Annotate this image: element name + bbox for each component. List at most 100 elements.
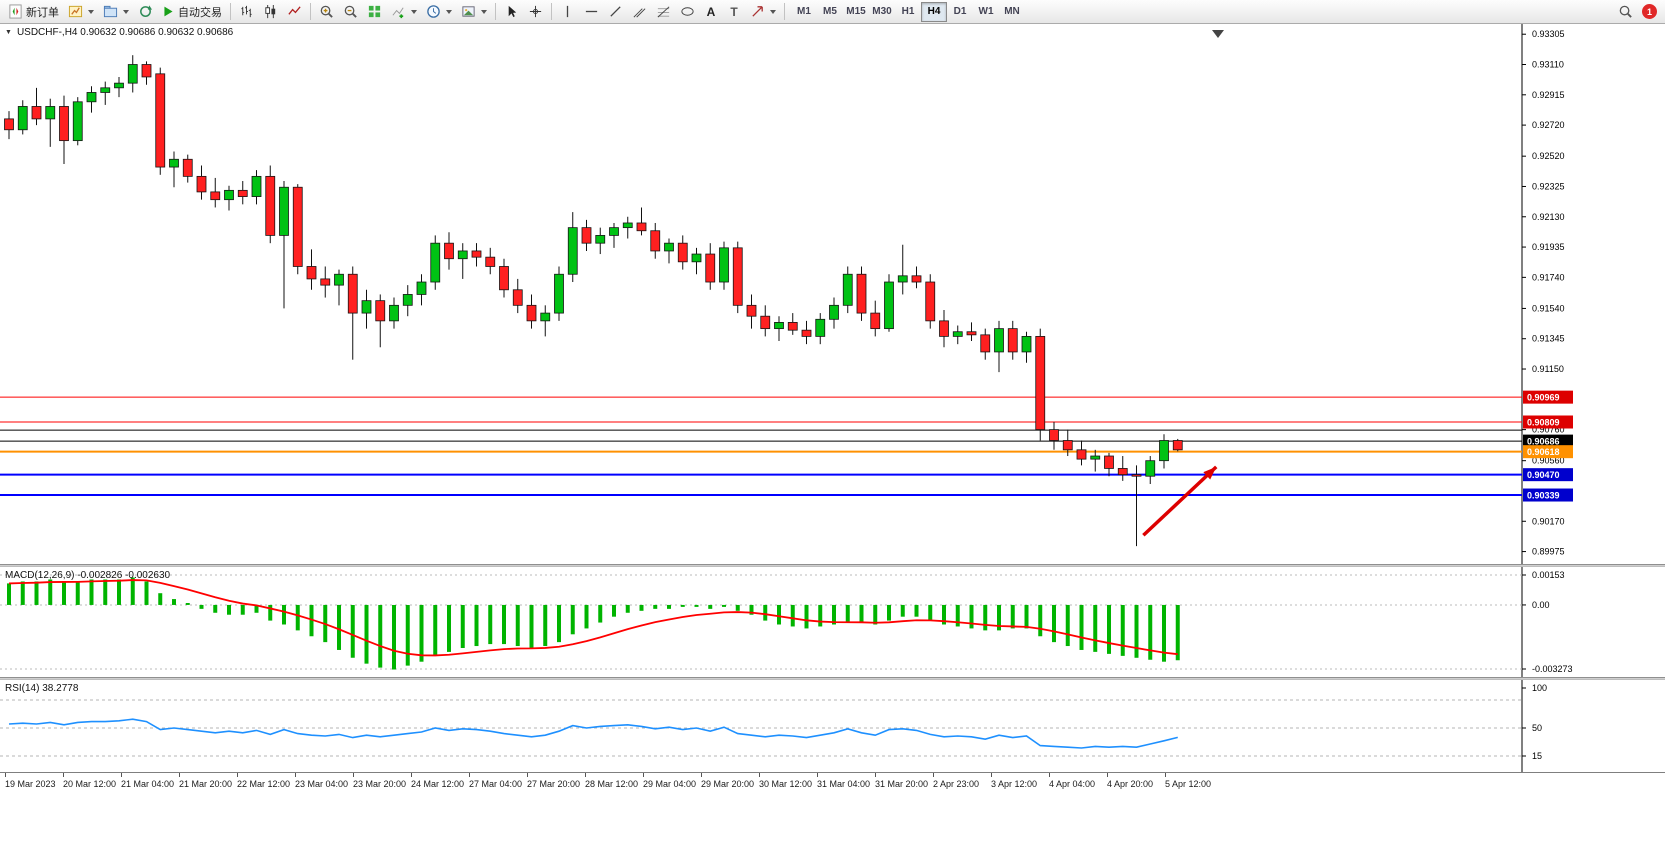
line-chart-icon bbox=[288, 6, 301, 15]
time-label: 3 Apr 12:00 bbox=[991, 779, 1038, 789]
candle bbox=[237, 189, 248, 197]
macd-tick-label: 0.00153 bbox=[1532, 570, 1565, 580]
timeframe-m1-button[interactable]: M1 bbox=[791, 2, 817, 22]
zoom-out-icon bbox=[344, 5, 357, 18]
panel-splitter[interactable] bbox=[0, 564, 1665, 567]
time-label: 21 Mar 04:00 bbox=[121, 779, 175, 789]
periods-button[interactable] bbox=[422, 1, 456, 22]
candle bbox=[17, 106, 28, 131]
candle bbox=[856, 273, 867, 314]
candle bbox=[485, 256, 496, 267]
price-tick-label: 0.92130 bbox=[1532, 212, 1565, 222]
cursor-icon bbox=[508, 5, 517, 18]
crosshair-button[interactable] bbox=[524, 1, 547, 22]
time-label: 24 Mar 12:00 bbox=[411, 779, 465, 789]
time-tick bbox=[1107, 773, 1108, 777]
candle bbox=[636, 222, 647, 232]
timeframe-mn-button[interactable]: MN bbox=[999, 2, 1025, 22]
candle bbox=[829, 304, 839, 320]
autotrading-label: 自动交易 bbox=[178, 6, 222, 19]
candles-chart-button[interactable] bbox=[259, 1, 282, 22]
candle bbox=[994, 328, 1004, 353]
time-tick bbox=[527, 773, 528, 777]
search-button[interactable] bbox=[1614, 1, 1637, 22]
timeframe-m30-button[interactable]: M30 bbox=[869, 2, 895, 22]
template-icon bbox=[462, 6, 475, 17]
channel-tool-button[interactable] bbox=[628, 1, 651, 22]
timeframe-m15-button[interactable]: M15 bbox=[843, 2, 869, 22]
candle bbox=[361, 300, 372, 314]
ellipse-icon bbox=[681, 7, 694, 16]
toolbar-separator bbox=[310, 3, 311, 20]
timeframe-w1-button[interactable]: W1 bbox=[973, 2, 999, 22]
time-label: 31 Mar 20:00 bbox=[875, 779, 929, 789]
candle bbox=[815, 318, 826, 337]
candle bbox=[72, 101, 83, 142]
zoom-in-button[interactable] bbox=[315, 1, 338, 22]
panel-splitter[interactable] bbox=[0, 677, 1665, 680]
candle bbox=[732, 247, 743, 306]
candle bbox=[59, 106, 69, 142]
timeframe-m5-button[interactable]: M5 bbox=[817, 2, 843, 22]
candle bbox=[1131, 474, 1142, 477]
price-axis-ticks: 0.93305 0.93110 0.92915 0.92720 0.92520 0.923… bbox=[1522, 29, 1565, 557]
profiles-button[interactable] bbox=[99, 1, 133, 22]
price-tick-label: 0.91740 bbox=[1532, 272, 1565, 282]
timeframe-h1-button[interactable]: H1 bbox=[895, 2, 921, 22]
label-tool-label: T bbox=[730, 4, 738, 19]
timeframe-d1-button[interactable]: D1 bbox=[947, 2, 973, 22]
chart-shift-marker[interactable] bbox=[1212, 30, 1224, 38]
text-tool-button[interactable]: A bbox=[700, 1, 722, 22]
time-tick bbox=[991, 773, 992, 777]
chevron-down-icon bbox=[446, 9, 452, 14]
toolbar-separator bbox=[551, 3, 552, 20]
trendline-tool-button[interactable] bbox=[604, 1, 627, 22]
time-label: 27 Mar 04:00 bbox=[469, 779, 523, 789]
price-tick-label: 0.92520 bbox=[1532, 151, 1565, 161]
time-tick bbox=[1165, 773, 1166, 777]
arrows-tool-button[interactable] bbox=[746, 1, 780, 22]
vertical-line-tool-button[interactable] bbox=[556, 1, 579, 22]
refresh-button[interactable] bbox=[134, 1, 157, 22]
zoom-out-button[interactable] bbox=[339, 1, 362, 22]
new-chart-button[interactable] bbox=[64, 1, 98, 22]
candle bbox=[31, 106, 42, 120]
bars-chart-button[interactable] bbox=[235, 1, 258, 22]
price-chart-canvas[interactable]: 0.93305 0.93110 0.92915 0.92720 0.92520 0.923… bbox=[0, 24, 1665, 564]
rsi-canvas[interactable]: 100 50 15 bbox=[0, 680, 1665, 772]
fibonacci-tool-button[interactable] bbox=[652, 1, 675, 22]
candles-chart-icon bbox=[265, 4, 276, 19]
horizontal-line-icon bbox=[585, 10, 598, 13]
time-axis[interactable]: 19 Mar 2023 20 Mar 12:00 21 Mar 04:00 21 Ma… bbox=[0, 772, 1665, 846]
shapes-tool-button[interactable] bbox=[676, 1, 699, 22]
new-order-button[interactable]: 新订单 bbox=[4, 1, 63, 22]
templates-button[interactable] bbox=[457, 1, 491, 22]
time-label: 5 Apr 12:00 bbox=[1165, 779, 1212, 789]
horizontal-line-tool-button[interactable] bbox=[580, 1, 603, 22]
indicators-button[interactable] bbox=[387, 1, 421, 22]
main-toolbar: 新订单 自动交易 bbox=[0, 0, 1665, 24]
candle bbox=[127, 64, 138, 84]
candle bbox=[1159, 440, 1169, 462]
notification-badge: 1 bbox=[1642, 4, 1657, 19]
time-label: 2 Apr 23:00 bbox=[933, 779, 980, 789]
tile-windows-button[interactable] bbox=[363, 1, 386, 22]
trend-arrow[interactable] bbox=[1142, 465, 1218, 537]
bars-chart-icon bbox=[241, 5, 252, 18]
label-tool-button[interactable]: T bbox=[723, 1, 745, 22]
notifications-button[interactable]: 1 bbox=[1638, 1, 1661, 22]
time-label: 23 Mar 20:00 bbox=[353, 779, 407, 789]
candle bbox=[540, 312, 551, 322]
line-chart-button[interactable] bbox=[283, 1, 306, 22]
macd-canvas[interactable]: 0.00153 0.00 -0.003273 bbox=[0, 567, 1665, 677]
timeframe-h4-button[interactable]: H4 bbox=[921, 1, 947, 22]
autotrading-button[interactable]: 自动交易 bbox=[158, 1, 226, 22]
time-tick bbox=[411, 773, 412, 777]
time-label: 29 Mar 20:00 bbox=[701, 779, 755, 789]
candle bbox=[86, 92, 97, 103]
rsi-tick-label: 15 bbox=[1532, 751, 1542, 761]
candle bbox=[430, 242, 441, 283]
arrow-tool-icon bbox=[752, 6, 763, 17]
cursor-button[interactable] bbox=[500, 1, 523, 22]
